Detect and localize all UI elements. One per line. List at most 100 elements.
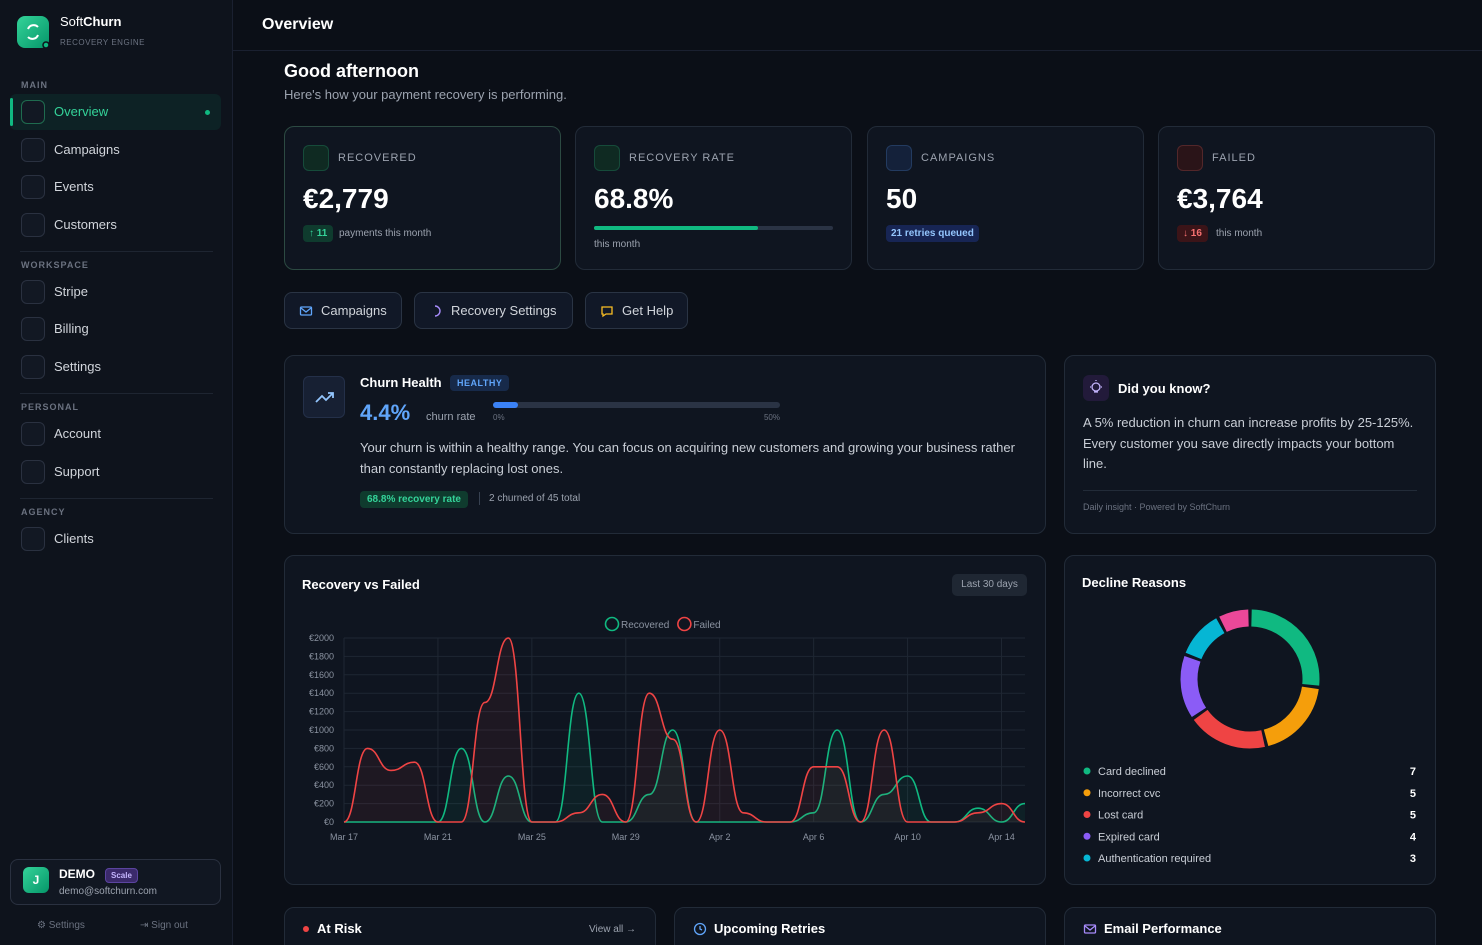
churn-value: 4.4% bbox=[360, 400, 411, 425]
nav-label: Clients bbox=[54, 530, 94, 546]
action-label: Get Help bbox=[622, 303, 674, 318]
nav-icon bbox=[21, 422, 45, 446]
nav-item[interactable] bbox=[10, 94, 221, 130]
risk-dot bbox=[303, 926, 309, 932]
insight-footer: Daily insight · Powered by SoftChurn bbox=[1083, 502, 1231, 512]
churn-track bbox=[493, 402, 780, 408]
y-tick-label: €200 bbox=[314, 799, 334, 809]
footer-settings[interactable]: ⚙ Settings bbox=[37, 920, 85, 931]
user-email: demo@softchurn.com bbox=[59, 886, 157, 897]
mail-icon bbox=[1083, 924, 1097, 934]
nav-divider bbox=[20, 250, 213, 252]
x-tick-label: Mar 25 bbox=[518, 832, 546, 842]
nav-label: Support bbox=[54, 463, 100, 479]
action-campaigns[interactable]: Campaigns bbox=[284, 292, 402, 329]
nav-icon bbox=[21, 137, 45, 162]
trend-icon bbox=[315, 392, 334, 403]
legend-label: Expired card bbox=[1098, 831, 1160, 843]
legend-dot bbox=[1083, 854, 1091, 862]
y-tick-label: €1000 bbox=[309, 725, 334, 735]
view-all-link[interactable]: View all → bbox=[589, 924, 637, 935]
delta-value: 16 bbox=[1190, 228, 1202, 239]
legend-label: Incorrect cvc bbox=[1098, 788, 1161, 800]
nav-label: Settings bbox=[54, 359, 101, 374]
action-label: Recovery Settings bbox=[451, 303, 557, 318]
nav-icon bbox=[21, 317, 45, 342]
donut-segment bbox=[1180, 655, 1207, 718]
stat-card bbox=[575, 126, 852, 270]
stat-icon bbox=[1177, 145, 1203, 171]
nav-section-label: MAIN bbox=[21, 80, 48, 90]
email-card bbox=[1064, 907, 1436, 945]
legend-label: Card declined bbox=[1098, 766, 1166, 778]
y-tick-label: €1200 bbox=[309, 707, 334, 717]
retries-card bbox=[674, 907, 1046, 945]
insight-icon bbox=[1083, 375, 1109, 401]
y-tick-label: €0 bbox=[324, 817, 334, 827]
legend-label: Lost card bbox=[1098, 810, 1143, 822]
legend-dot bbox=[1083, 767, 1091, 775]
x-tick-label: Apr 10 bbox=[894, 832, 921, 842]
action-label: Campaigns bbox=[321, 303, 387, 318]
insight-card bbox=[1064, 355, 1436, 534]
nav-label: Customers bbox=[54, 216, 117, 232]
stat-label: CAMPAIGNS bbox=[921, 152, 996, 164]
stat-label: RECOVERED bbox=[338, 152, 417, 164]
churn-scale-label: 50% bbox=[763, 413, 780, 422]
stat-badge: 21 retries queued bbox=[886, 225, 979, 242]
x-tick-label: Mar 29 bbox=[612, 832, 640, 842]
stat-value: 68.8% bbox=[594, 183, 674, 214]
nav-icon bbox=[21, 526, 45, 551]
nav-icon bbox=[21, 459, 45, 484]
greeting-title: Good afternoon bbox=[284, 61, 419, 81]
icon-chat bbox=[601, 306, 613, 318]
progress-fill bbox=[594, 226, 759, 230]
range-selector[interactable]: Last 30 days bbox=[952, 574, 1027, 596]
legend-swatch bbox=[604, 616, 620, 632]
series-line bbox=[343, 692, 1026, 823]
bulb-icon bbox=[1090, 380, 1102, 393]
legend-label: Failed bbox=[693, 620, 720, 631]
churn-icon bbox=[303, 376, 345, 418]
nav-label: Billing bbox=[54, 321, 89, 337]
stat-note: this month bbox=[594, 239, 641, 250]
line-chart-card bbox=[284, 555, 1046, 885]
chart-title: Recovery vs Failed bbox=[302, 577, 420, 592]
nav-section-label: PERSONAL bbox=[21, 402, 80, 412]
legend-value: 5 bbox=[1410, 810, 1416, 822]
divider bbox=[1083, 490, 1417, 491]
legend-label: Authentication required bbox=[1098, 853, 1211, 865]
status-badge: HEALTHY bbox=[450, 375, 510, 391]
stat-value: 50 bbox=[886, 183, 918, 214]
icon-spinner bbox=[434, 305, 441, 317]
footer-signout[interactable]: ⇥ Sign out bbox=[140, 920, 188, 931]
churn-summary: 2 churned of 45 total bbox=[489, 493, 581, 504]
legend-dot bbox=[1083, 811, 1091, 818]
stat-icon bbox=[886, 145, 912, 171]
y-tick-label: €1400 bbox=[309, 688, 334, 698]
footer-settings-label: Settings bbox=[48, 920, 85, 931]
y-tick-label: €400 bbox=[314, 780, 334, 790]
series-area bbox=[344, 638, 1025, 822]
legend-label: Recovered bbox=[621, 620, 669, 631]
stat-value: €3,764 bbox=[1177, 183, 1263, 214]
brand-light: Soft bbox=[60, 14, 84, 29]
x-tick-label: Apr 14 bbox=[988, 832, 1015, 842]
insight-title: Did you know? bbox=[1118, 381, 1211, 396]
stat-note: payments this month bbox=[339, 228, 432, 239]
nav-label: Overview bbox=[54, 104, 109, 119]
churn-title: Churn Health bbox=[360, 375, 442, 390]
legend-value: 7 bbox=[1410, 766, 1416, 778]
page-title: Overview bbox=[262, 16, 334, 33]
legend-value: 4 bbox=[1410, 831, 1417, 843]
nav-icon bbox=[21, 175, 45, 200]
nav-label: Account bbox=[54, 426, 101, 441]
stat-card bbox=[1158, 126, 1435, 270]
header-border bbox=[233, 50, 1482, 51]
nav-section-label: AGENCY bbox=[21, 506, 66, 517]
stat-label: RECOVERY RATE bbox=[629, 152, 735, 164]
donut-segment bbox=[1219, 609, 1250, 633]
delta-badge: ↑ 11 bbox=[303, 225, 334, 242]
